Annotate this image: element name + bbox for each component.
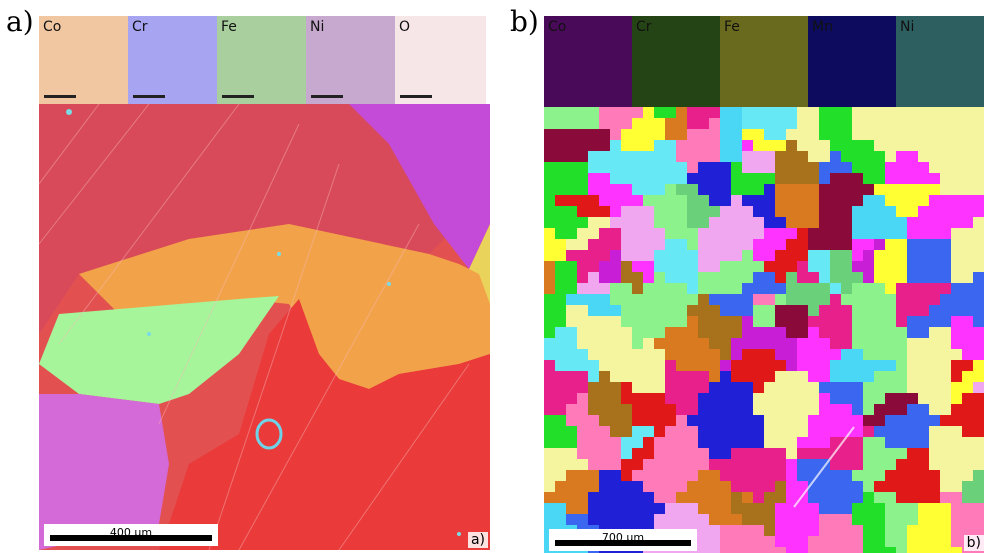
panel-a-letter: a)	[6, 5, 34, 38]
element-map-co: Co	[39, 16, 128, 104]
element-map-ni: Ni	[896, 16, 984, 107]
panel-b-ebsd-map: 700 µm b)	[544, 107, 984, 553]
element-map-label: Fe	[221, 19, 237, 35]
mini-scale-bar	[311, 95, 343, 98]
element-map-label: Cr	[636, 19, 652, 35]
element-map-cr: Cr	[128, 16, 217, 104]
panel-a-corner-label: a)	[467, 532, 488, 548]
scale-bar-line	[555, 540, 691, 546]
element-map-o: O	[395, 16, 486, 104]
element-map-cr: Cr	[632, 16, 720, 107]
element-map-label: Cr	[132, 19, 148, 35]
panel-b-scale-bar: 700 µm	[549, 529, 697, 551]
panel-a-scale-bar: 400 µm	[44, 524, 218, 546]
panel-b-element-maps: Co Cr Fe Mn Ni	[544, 16, 984, 107]
element-map-ni: Ni	[306, 16, 395, 104]
element-map-co: Co	[544, 16, 632, 107]
mini-scale-bar	[44, 95, 76, 98]
element-map-label: Ni	[310, 19, 325, 35]
mini-scale-bar	[222, 95, 254, 98]
panel-a-grain-map-image	[39, 104, 490, 550]
scale-bar-line	[50, 535, 212, 541]
element-map-fe: Fe	[720, 16, 808, 107]
panel-b-letter: b)	[510, 5, 539, 38]
element-map-fe: Fe	[217, 16, 306, 104]
element-map-label: Fe	[724, 19, 740, 35]
mini-scale-bar	[133, 95, 165, 98]
element-map-label: Co	[548, 19, 567, 35]
panel-b-corner-label: b)	[963, 535, 984, 551]
panel-b-grain-map-image	[544, 107, 984, 553]
element-map-label: Mn	[812, 19, 833, 35]
element-map-mn: Mn	[808, 16, 896, 107]
panel-a-ebsd-map: 400 µm a)	[39, 104, 490, 550]
panel-a-element-maps: Co Cr Fe Ni O	[39, 16, 486, 104]
element-map-label: O	[399, 19, 411, 35]
element-map-label: Ni	[900, 19, 915, 35]
element-map-label: Co	[43, 19, 62, 35]
mini-scale-bar	[400, 95, 432, 98]
